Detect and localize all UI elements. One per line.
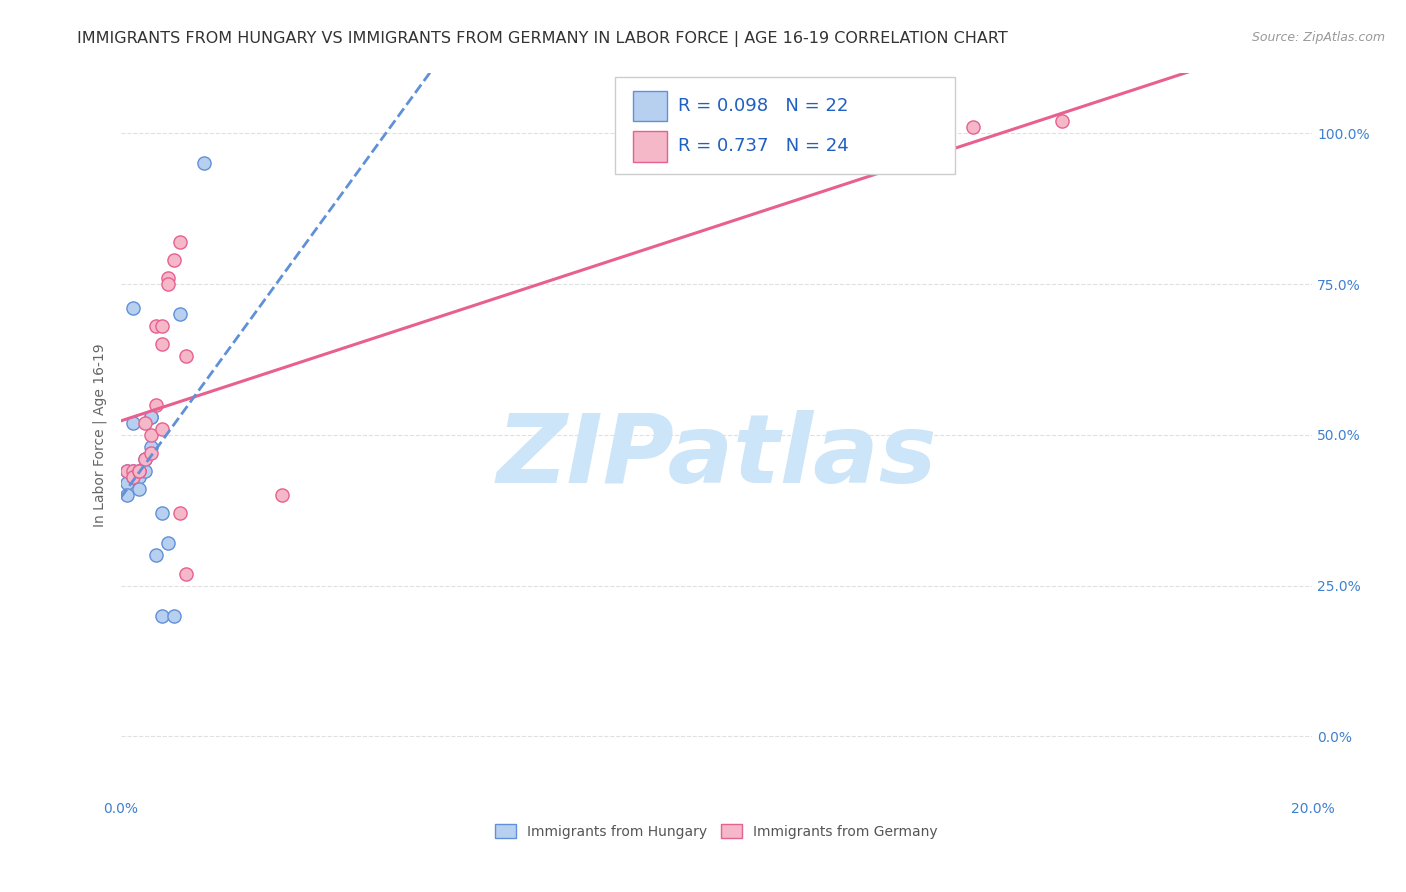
Point: [152, 337, 174, 351]
Point: [169, 506, 191, 520]
Point: [134, 464, 156, 478]
Point: [152, 608, 174, 623]
Point: [128, 482, 150, 496]
Point: [121, 470, 143, 484]
Text: Source: ZipAtlas.com: Source: ZipAtlas.com: [1251, 31, 1385, 45]
Point: [163, 252, 186, 267]
Point: [1050, 114, 1073, 128]
Text: R = 0.098   N = 22: R = 0.098 N = 22: [679, 96, 849, 115]
Text: ZIPatlas: ZIPatlas: [496, 410, 936, 503]
Point: [121, 464, 143, 478]
Point: [169, 307, 191, 321]
Point: [169, 235, 191, 249]
Point: [139, 446, 162, 460]
Point: [134, 416, 156, 430]
FancyBboxPatch shape: [633, 90, 666, 121]
Point: [157, 271, 180, 285]
Point: [115, 476, 138, 491]
Point: [128, 470, 150, 484]
Point: [145, 319, 167, 334]
Point: [139, 440, 162, 454]
Point: [152, 506, 174, 520]
Point: [193, 156, 215, 170]
Point: [121, 301, 143, 316]
Text: IMMIGRANTS FROM HUNGARY VS IMMIGRANTS FROM GERMANY IN LABOR FORCE | AGE 16-19 CO: IMMIGRANTS FROM HUNGARY VS IMMIGRANTS FR…: [77, 31, 1008, 47]
Point: [157, 536, 180, 550]
Point: [152, 422, 174, 436]
Y-axis label: In Labor Force | Age 16-19: In Labor Force | Age 16-19: [93, 343, 107, 526]
Point: [121, 470, 143, 484]
Point: [174, 566, 197, 581]
Point: [121, 464, 143, 478]
Point: [115, 464, 138, 478]
Point: [128, 464, 150, 478]
Point: [134, 452, 156, 467]
Point: [139, 409, 162, 424]
Point: [115, 464, 138, 478]
Point: [145, 549, 167, 563]
Text: R = 0.737   N = 24: R = 0.737 N = 24: [679, 137, 849, 155]
Point: [128, 464, 150, 478]
Point: [139, 428, 162, 442]
FancyBboxPatch shape: [616, 77, 955, 174]
Point: [128, 464, 150, 478]
Point: [163, 608, 186, 623]
Point: [115, 488, 138, 502]
Point: [121, 416, 143, 430]
Legend: Immigrants from Hungary, Immigrants from Germany: Immigrants from Hungary, Immigrants from…: [489, 818, 943, 844]
Point: [139, 409, 162, 424]
Point: [962, 120, 984, 135]
Point: [174, 350, 197, 364]
Point: [157, 277, 180, 291]
FancyBboxPatch shape: [633, 131, 666, 161]
Point: [152, 319, 174, 334]
Point: [134, 452, 156, 467]
Point: [145, 398, 167, 412]
Point: [270, 488, 292, 502]
